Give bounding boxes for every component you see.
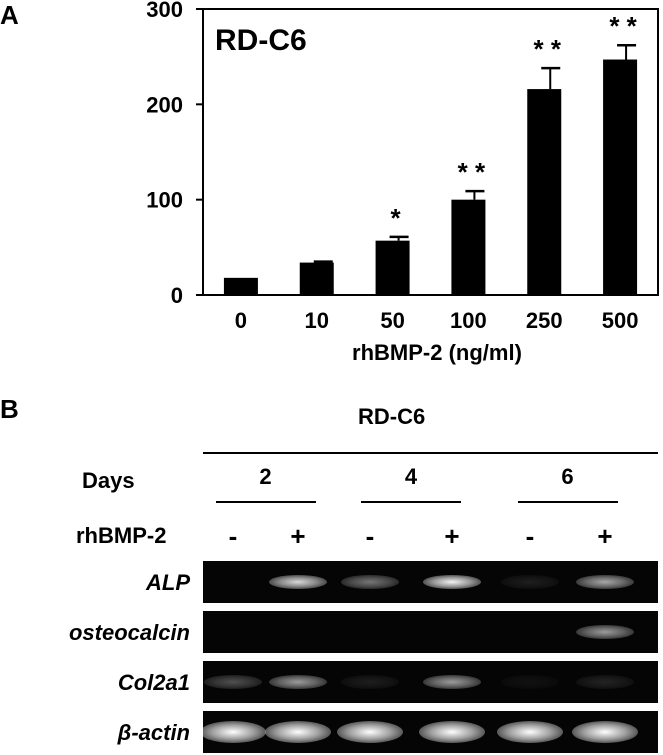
day-label: 2 xyxy=(259,464,272,489)
treatment-sign: + xyxy=(444,521,460,551)
significance-marker: * xyxy=(391,203,402,233)
bar xyxy=(451,199,486,295)
gel-band xyxy=(337,721,403,743)
x-tick-label: 50 xyxy=(380,308,404,333)
day-label: 6 xyxy=(561,464,574,489)
gel-band xyxy=(501,575,559,589)
significance-marker: * * xyxy=(534,34,562,64)
day-label: 4 xyxy=(404,464,418,489)
gene-label: β-actin xyxy=(117,720,190,745)
gel-strip xyxy=(203,661,658,703)
bar xyxy=(603,59,638,295)
gel-band xyxy=(576,625,634,639)
gel-band xyxy=(204,675,262,689)
x-tick-label: 0 xyxy=(235,308,247,333)
gel-strip xyxy=(203,711,658,753)
gene-label: ALP xyxy=(146,570,190,595)
panel-b-cell-line: RD-C6 xyxy=(358,404,426,429)
chart-ticks: 0 100 200 300 0 10 50 100 250 500 xyxy=(146,0,638,333)
day-underline xyxy=(517,501,618,503)
x-tick-label: 500 xyxy=(602,308,639,333)
bar xyxy=(375,240,410,295)
gel-band xyxy=(203,721,266,743)
x-tick-label: 100 xyxy=(450,308,487,333)
panel-b-letter: B xyxy=(0,394,19,424)
chart-inset-label: RD-C6 xyxy=(215,24,307,57)
gel-band xyxy=(341,675,399,689)
cell-line-underline xyxy=(203,452,658,454)
gel-band xyxy=(423,575,481,589)
gel-band xyxy=(265,721,331,743)
chart-axes xyxy=(202,8,659,296)
gel-band xyxy=(423,675,481,689)
y-tick-label: 100 xyxy=(146,188,183,213)
y-tick-label: 200 xyxy=(146,92,183,117)
treatment-sign: + xyxy=(597,521,613,551)
gel-band xyxy=(269,675,327,689)
gel-band xyxy=(341,575,399,589)
bar xyxy=(223,277,258,295)
x-tick-label: 10 xyxy=(305,308,329,333)
gel-band xyxy=(576,675,634,689)
chart-x-axis-label: rhBMP-2 (ng/ml) xyxy=(352,340,522,365)
treatment-sign: - xyxy=(365,521,375,551)
treatment-sign: - xyxy=(525,521,535,551)
y-tick-label: 300 xyxy=(146,0,183,22)
gel-band xyxy=(572,721,638,743)
gel-band xyxy=(501,675,559,689)
treatment-sign: + xyxy=(290,521,306,551)
x-tick-label: 250 xyxy=(526,308,563,333)
day-underline xyxy=(361,501,461,503)
plot-frame xyxy=(202,8,659,296)
y-tick-label: 0 xyxy=(171,283,183,308)
gel-band xyxy=(576,575,634,589)
treatment-sign: - xyxy=(228,521,238,551)
gel-band xyxy=(419,721,485,743)
gel-band xyxy=(269,575,327,589)
chart-bars: * * * * * * * xyxy=(223,11,638,295)
gel-band xyxy=(497,721,563,743)
bar xyxy=(299,262,334,295)
bar xyxy=(527,89,562,295)
gene-label: Col2a1 xyxy=(117,670,190,695)
day-underline xyxy=(215,501,316,503)
gene-label: osteocalcin xyxy=(68,620,190,645)
treatment-label: rhBMP-2 xyxy=(76,523,167,548)
panel-a-letter: A xyxy=(0,0,19,30)
gel-strip xyxy=(203,561,658,603)
significance-marker: * * xyxy=(458,157,486,187)
bar-chart: * * * * * * * 0 100 200 300 0 10 50 100 250 500 RD-C… xyxy=(146,0,659,365)
significance-marker: * * xyxy=(609,11,637,41)
gel-strip xyxy=(203,611,658,653)
days-label: Days xyxy=(82,468,135,493)
